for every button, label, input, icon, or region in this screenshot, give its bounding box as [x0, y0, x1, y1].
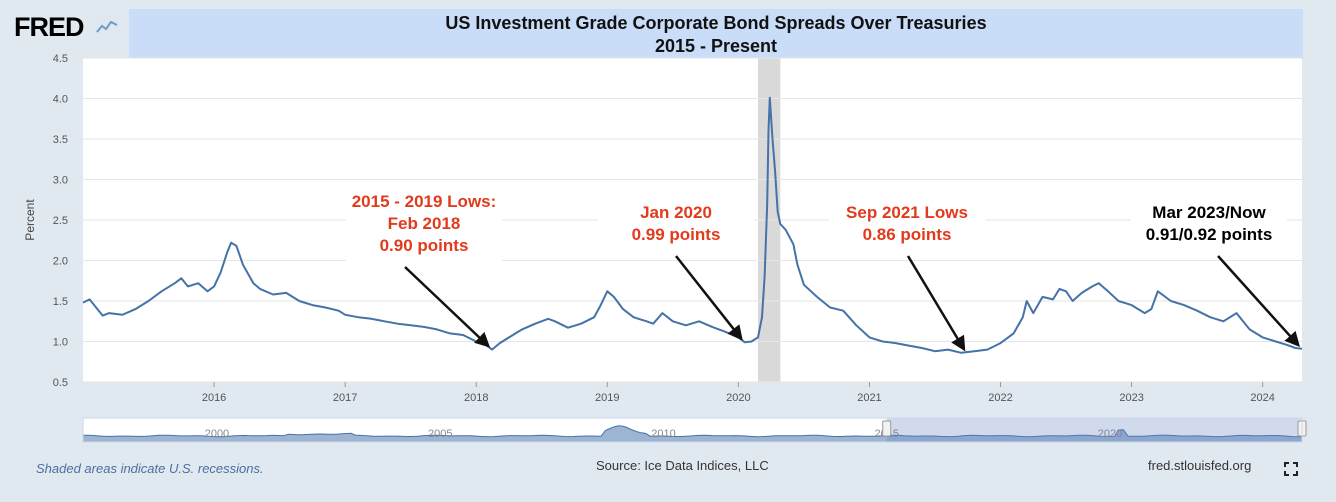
annotation-text: Mar 2023/Now [1152, 203, 1266, 222]
annotation-text: Feb 2018 [388, 214, 461, 233]
annotation-text: Jan 2020 [640, 203, 712, 222]
annotation-text: Sep 2021 Lows [846, 203, 968, 222]
x-tick-label: 2016 [202, 392, 226, 404]
x-tick-label: 2017 [333, 392, 357, 404]
annotation-arrow [1217, 255, 1301, 348]
annotation-text: 2015 - 2019 Lows: [352, 192, 497, 211]
y-axis-label: Percent [23, 199, 37, 241]
annotation-text: 0.90 points [380, 236, 469, 255]
y-tick-label: 2.0 [53, 256, 68, 268]
y-tick-label: 1.5 [53, 296, 68, 308]
navigator-handle[interactable] [882, 420, 892, 437]
fullscreen-icon[interactable] [1284, 462, 1298, 476]
y-tick-label: 1.0 [53, 337, 68, 349]
recession-note: Shaded areas indicate U.S. recessions. [36, 461, 264, 476]
annotation-text: 0.86 points [863, 225, 952, 244]
data-source: Source: Ice Data Indices, LLC [596, 458, 769, 473]
fred-logo-mark-icon [95, 17, 119, 35]
annotation-text: 0.99 points [632, 225, 721, 244]
fred-logo: FRED [14, 12, 84, 42]
navigator-label: 2000 [205, 428, 229, 440]
navigator-selection[interactable] [886, 418, 1302, 442]
x-tick-label: 2020 [726, 392, 750, 404]
site-link[interactable]: fred.stlouisfed.org [1148, 458, 1252, 473]
x-tick-label: 2021 [857, 392, 881, 404]
navigator-frame [82, 417, 1303, 443]
annotation-arrow [906, 255, 966, 352]
annotation-text: 0.91/0.92 points [1146, 225, 1273, 244]
annotation-backing [346, 189, 502, 261]
navigator-label: 2005 [428, 428, 452, 440]
navigator-series [82, 425, 1303, 443]
annotation-arrow [675, 255, 743, 341]
y-tick-label: 3.0 [53, 175, 68, 187]
y-tick-label: 0.5 [53, 377, 68, 389]
x-tick-label: 2022 [988, 392, 1012, 404]
annotation-arrow [404, 266, 491, 348]
annotation-backing [1131, 200, 1287, 250]
y-tick-label: 2.5 [53, 215, 68, 227]
y-tick-label: 4.5 [53, 53, 68, 65]
y-tick-label: 3.5 [53, 134, 68, 146]
annotation-backing [598, 200, 754, 250]
x-tick-label: 2024 [1250, 392, 1274, 404]
annotation-backing [829, 200, 985, 250]
navigator-label: 2010 [651, 428, 675, 440]
x-tick-label: 2023 [1119, 392, 1143, 404]
series-line [82, 96, 1303, 354]
chart-subtitle: 2015 - Present [654, 36, 778, 56]
y-tick-label: 4.0 [53, 94, 68, 106]
navigator-label: 2020 [1098, 428, 1122, 440]
x-tick-label: 2019 [595, 392, 619, 404]
chart-title-box: US Investment Grade Corporate Bond Sprea… [129, 9, 1303, 59]
chart-title: US Investment Grade Corporate Bond Sprea… [445, 13, 987, 33]
x-tick-label: 2018 [464, 392, 488, 404]
